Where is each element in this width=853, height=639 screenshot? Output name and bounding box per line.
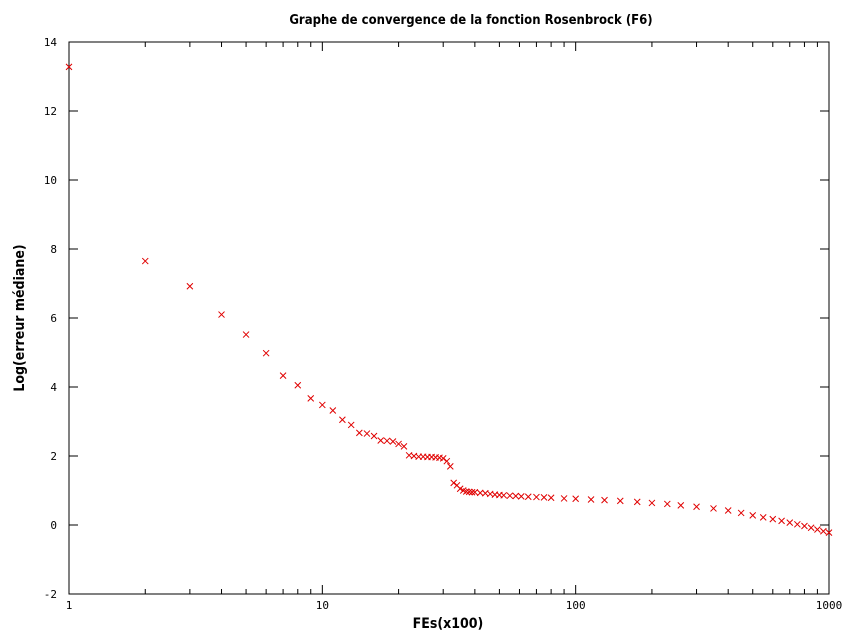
data-point	[793, 520, 801, 528]
data-point	[456, 485, 464, 493]
axis-tick-labels: -2 0 2 4 6 8 10 12 14 1 10 100 1000	[44, 36, 843, 612]
data-point	[769, 515, 777, 523]
data-point	[825, 529, 833, 536]
data-point	[517, 493, 525, 500]
data-point	[355, 429, 363, 437]
data-point	[778, 517, 785, 525]
x-tick-label: 1000	[816, 599, 843, 612]
data-point	[737, 509, 745, 517]
data-point	[65, 63, 73, 71]
data-point	[389, 438, 397, 445]
y-tick-label: 10	[44, 174, 57, 187]
data-point	[677, 501, 685, 509]
data-point	[506, 492, 514, 500]
data-point	[616, 497, 624, 505]
data-point	[439, 455, 447, 462]
data-point	[370, 432, 378, 440]
data-point	[462, 488, 470, 495]
x-axis-label: FEs(x100)	[413, 616, 484, 632]
data-point	[279, 372, 287, 379]
y-tick-label: 8	[50, 243, 57, 256]
data-point	[710, 505, 717, 512]
x-tick-label: 1	[66, 599, 73, 612]
data-point	[307, 395, 315, 402]
data-point	[633, 498, 641, 506]
data-point	[512, 492, 520, 500]
data-point	[450, 479, 458, 487]
data-point	[377, 437, 385, 444]
data-point	[468, 488, 476, 496]
data-point	[446, 462, 454, 470]
data-point	[363, 430, 371, 437]
data-point	[400, 442, 408, 450]
data-point	[759, 514, 767, 521]
y-tick-label: 14	[44, 36, 58, 49]
data-point	[318, 401, 326, 409]
data-point	[294, 381, 302, 389]
data-point	[724, 507, 732, 514]
data-point	[820, 527, 827, 535]
y-axis-label: Log(erreur médiane)	[12, 244, 28, 391]
data-point	[540, 494, 548, 501]
y-tick-label: -2	[44, 588, 57, 601]
data-point	[329, 407, 337, 414]
x-tick-label: 100	[566, 599, 586, 612]
axis-ticks	[68, 41, 830, 595]
data-points	[65, 63, 833, 536]
data-point	[801, 522, 808, 530]
data-point	[663, 500, 671, 508]
data-point	[807, 524, 815, 532]
data-point	[218, 311, 225, 318]
data-point	[242, 331, 250, 338]
y-tick-label: 2	[50, 450, 57, 463]
data-point	[347, 421, 355, 429]
data-point	[749, 511, 757, 519]
data-point	[465, 488, 473, 496]
data-point	[786, 519, 794, 526]
data-point	[693, 503, 700, 511]
y-tick-label: 4	[50, 381, 57, 394]
data-point	[186, 282, 194, 290]
data-point	[560, 495, 568, 502]
data-point	[443, 457, 451, 465]
data-point	[262, 349, 270, 357]
data-point	[339, 416, 346, 424]
data-point	[601, 496, 608, 504]
data-point	[476, 489, 484, 497]
data-point	[471, 488, 479, 496]
data-point	[533, 493, 540, 501]
data-point	[500, 491, 508, 499]
y-tick-label: 0	[50, 519, 57, 532]
data-point	[395, 440, 402, 448]
x-tick-label: 10	[316, 599, 329, 612]
data-point	[524, 493, 532, 501]
chart-title: Graphe de convergence de la fonction Ros…	[289, 13, 652, 28]
data-point	[648, 499, 656, 507]
data-point	[547, 494, 555, 502]
y-tick-label: 12	[44, 105, 57, 118]
data-point	[572, 495, 580, 503]
plot-frame	[68, 41, 830, 595]
data-point	[383, 437, 391, 445]
data-point	[587, 496, 595, 503]
data-point	[814, 526, 821, 533]
data-point	[141, 257, 149, 265]
y-tick-label: 6	[50, 312, 57, 325]
